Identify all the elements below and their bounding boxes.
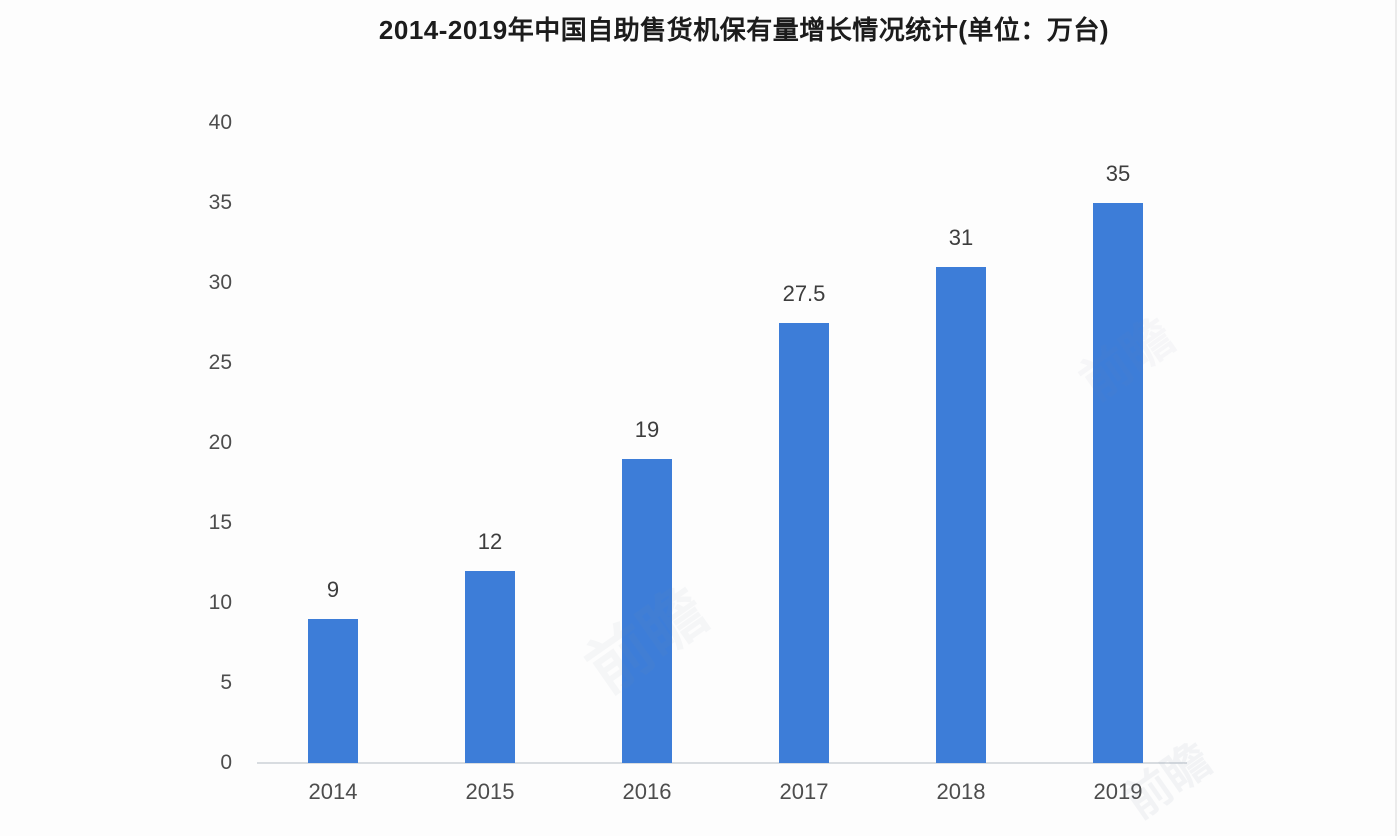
bar-value-label: 12 bbox=[477, 529, 503, 554]
bar bbox=[1093, 203, 1143, 763]
x-tick-label: 2019 bbox=[1093, 779, 1143, 804]
bar bbox=[465, 571, 515, 763]
bar-value-label: 35 bbox=[1105, 161, 1131, 186]
x-tick-label: 2016 bbox=[622, 779, 672, 804]
y-tick-label: 10 bbox=[208, 591, 232, 614]
chart-title: 2014-2019年中国自助售货机保有量增长情况统计(单位：万台) bbox=[378, 15, 1110, 45]
right-edge-divider bbox=[1395, 0, 1397, 836]
bar-value-label: 19 bbox=[634, 417, 660, 442]
x-tick-label: 2015 bbox=[465, 779, 515, 804]
y-tick-label: 15 bbox=[208, 511, 232, 534]
y-tick-label: 35 bbox=[208, 191, 232, 214]
y-tick-label: 30 bbox=[208, 271, 232, 294]
x-tick-label: 2017 bbox=[779, 779, 829, 804]
bar bbox=[622, 459, 672, 763]
y-tick-label: 40 bbox=[208, 111, 232, 134]
x-tick-label: 2014 bbox=[308, 779, 358, 804]
x-tick-label: 2018 bbox=[936, 779, 986, 804]
y-tick-label: 0 bbox=[220, 751, 232, 774]
bar bbox=[779, 323, 829, 763]
y-tick-label: 5 bbox=[220, 671, 232, 694]
x-axis-line bbox=[257, 762, 1187, 764]
y-tick-label: 25 bbox=[208, 351, 232, 374]
bar-value-label: 9 bbox=[326, 577, 340, 602]
bar-value-label: 31 bbox=[948, 225, 974, 250]
bar bbox=[936, 267, 986, 763]
bar-value-label: 27.5 bbox=[782, 281, 826, 306]
y-tick-label: 20 bbox=[208, 431, 232, 454]
bar bbox=[308, 619, 358, 763]
